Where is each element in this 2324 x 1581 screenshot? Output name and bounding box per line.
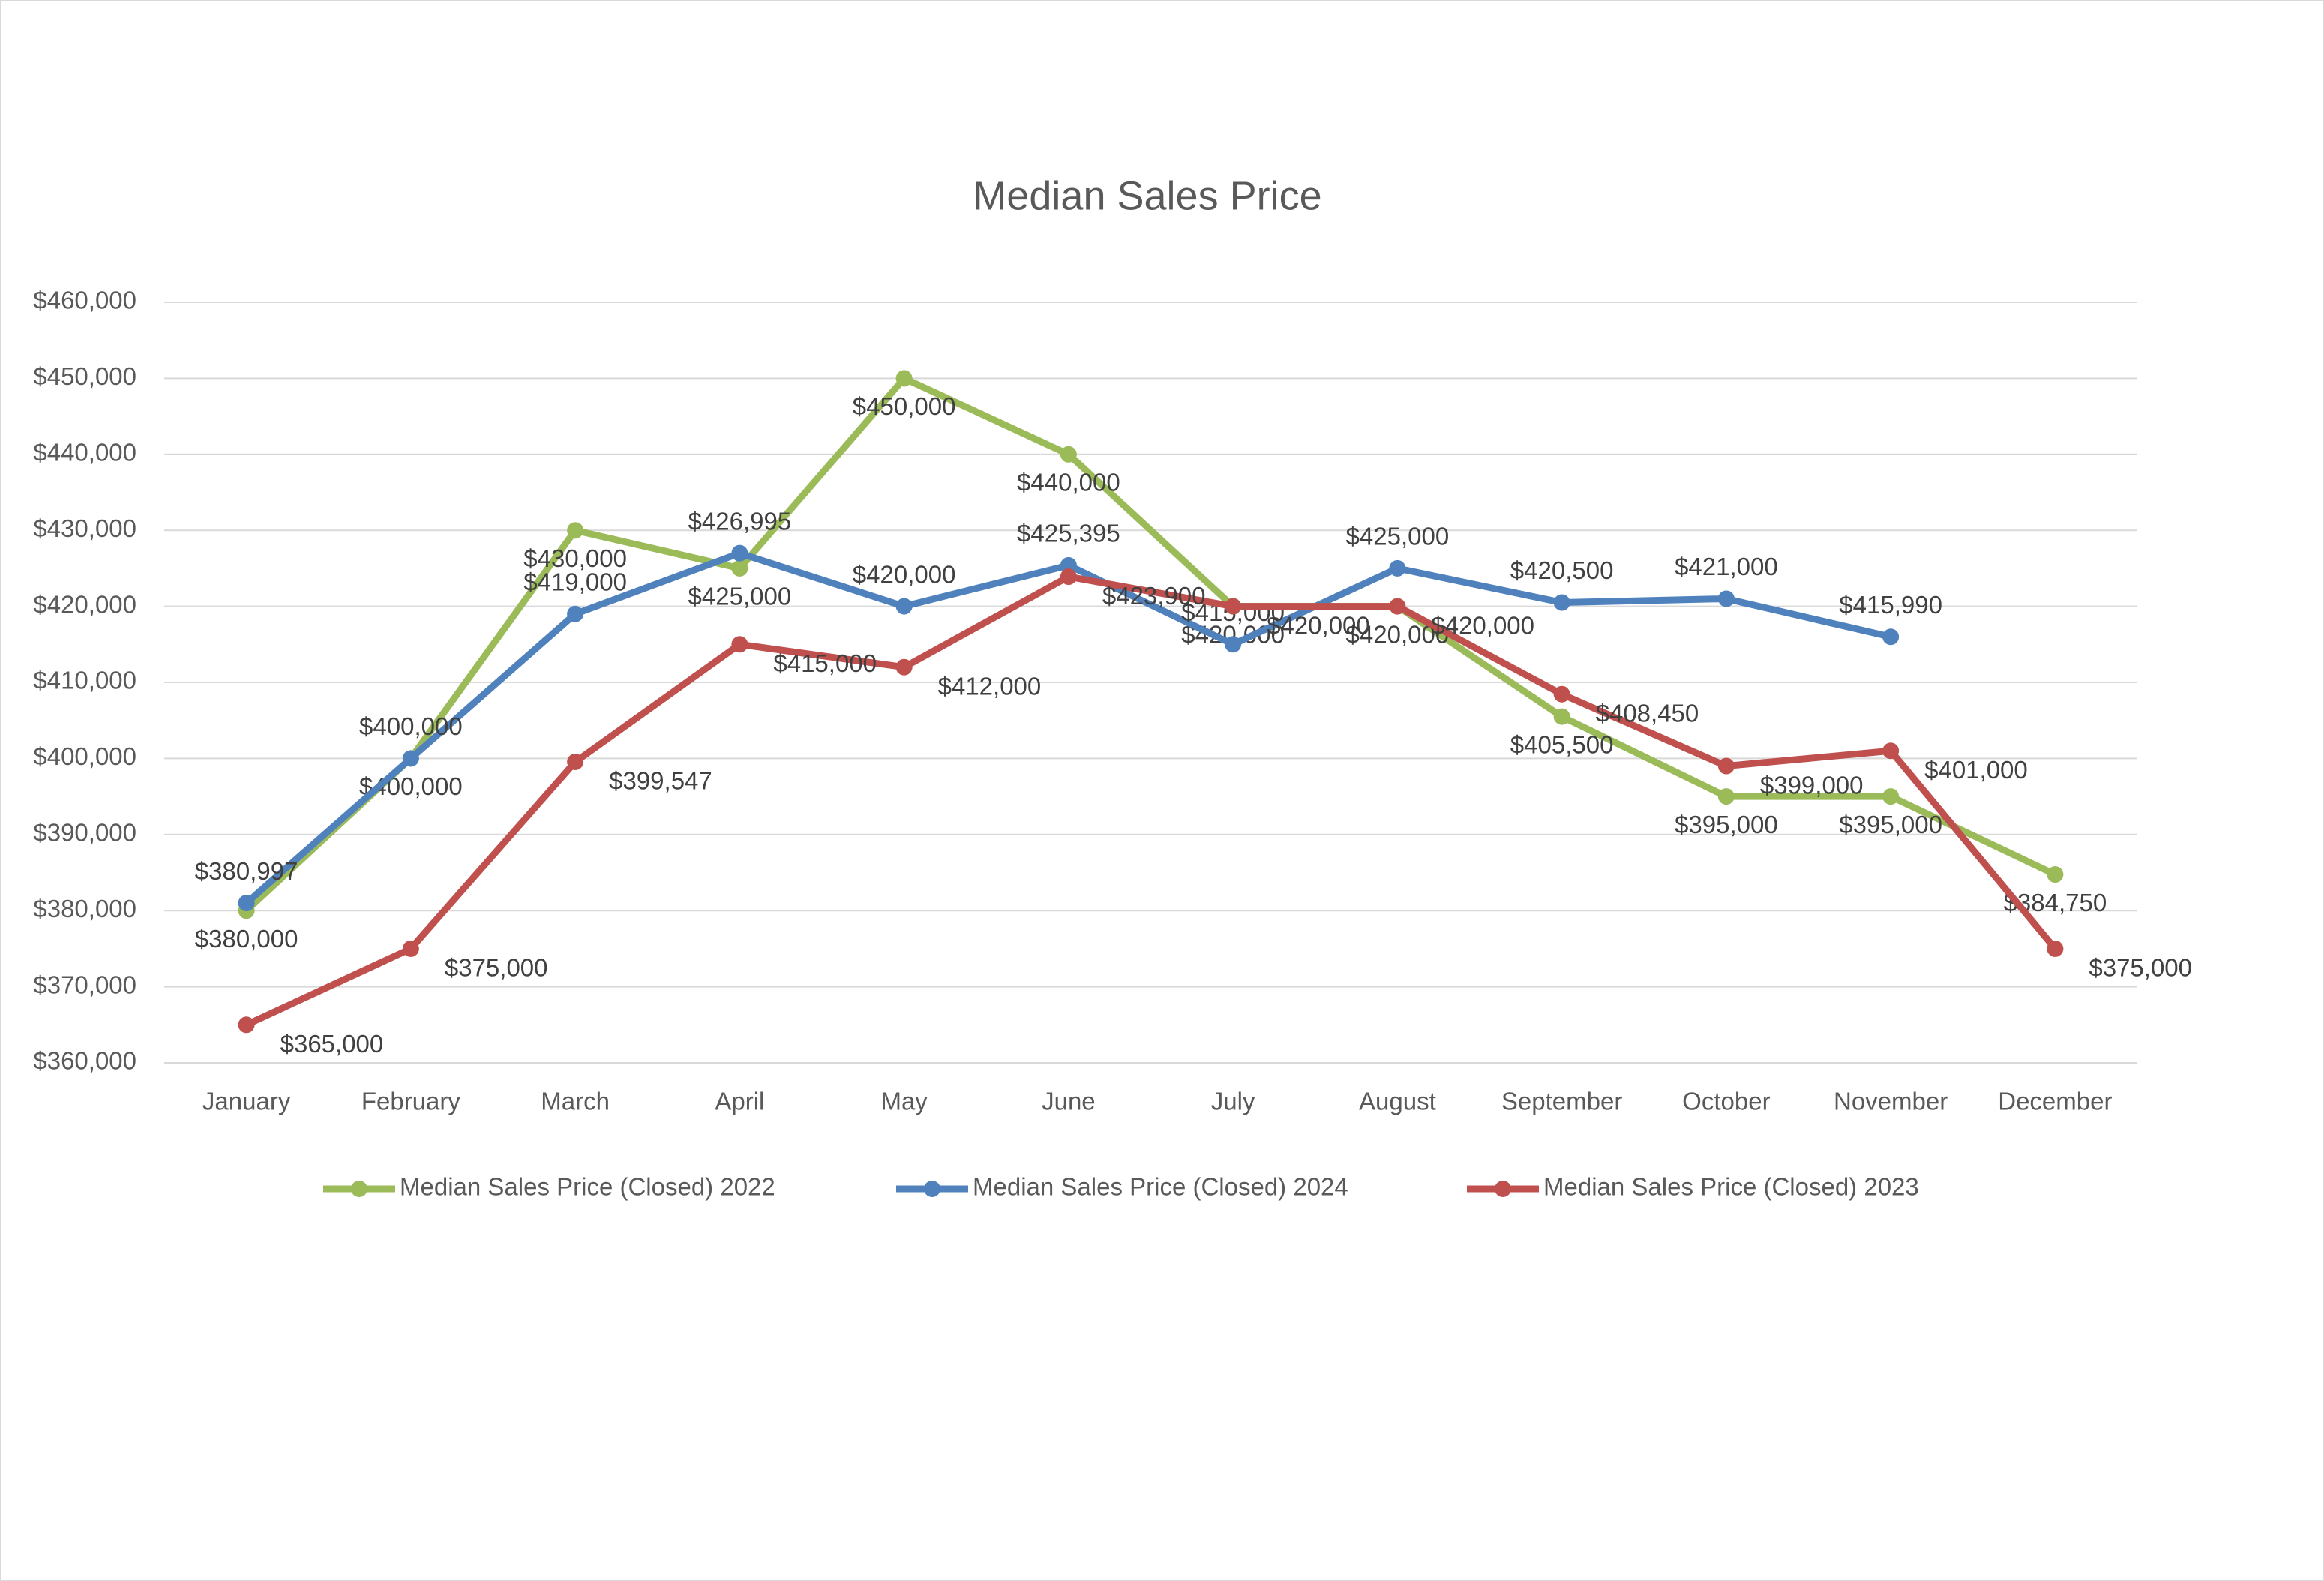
data-point bbox=[567, 522, 584, 539]
data-label: $450,000 bbox=[853, 392, 956, 420]
data-point bbox=[567, 605, 584, 622]
legend-marker bbox=[924, 1180, 940, 1197]
data-point bbox=[1717, 758, 1735, 775]
data-point bbox=[895, 658, 913, 676]
data-label: $420,000 bbox=[1267, 611, 1370, 639]
y-tick-label: $440,000 bbox=[33, 439, 136, 466]
data-label: $380,997 bbox=[195, 857, 298, 885]
data-label: $430,000 bbox=[523, 544, 627, 572]
chart-title: Median Sales Price bbox=[973, 173, 1321, 218]
data-point bbox=[1060, 568, 1077, 586]
data-point bbox=[238, 895, 255, 912]
y-tick-label: $390,000 bbox=[33, 819, 136, 847]
data-point bbox=[1717, 590, 1735, 608]
x-tick-label: October bbox=[1682, 1088, 1770, 1115]
data-point bbox=[567, 753, 584, 770]
data-label: $395,000 bbox=[1839, 811, 1942, 838]
data-label: $415,000 bbox=[773, 650, 877, 677]
data-point bbox=[402, 940, 419, 957]
x-tick-label: December bbox=[1998, 1088, 2112, 1115]
y-tick-label: $360,000 bbox=[33, 1047, 136, 1075]
data-label: $419,000 bbox=[523, 568, 627, 596]
data-point bbox=[2047, 866, 2064, 884]
data-label: $426,995 bbox=[688, 507, 792, 535]
data-point bbox=[1553, 594, 1570, 611]
series-line bbox=[244, 374, 2057, 914]
x-tick-label: February bbox=[361, 1088, 461, 1115]
data-point bbox=[1060, 446, 1077, 463]
y-tick-label: $450,000 bbox=[33, 362, 136, 390]
data-label: $399,000 bbox=[1760, 771, 1864, 799]
x-tick-label: April bbox=[715, 1088, 764, 1115]
data-label: $420,500 bbox=[1510, 556, 1614, 584]
data-label: $401,000 bbox=[1924, 756, 2028, 784]
data-label: $423,900 bbox=[1102, 582, 1206, 610]
data-point bbox=[1882, 628, 1900, 646]
data-label: $365,000 bbox=[280, 1030, 384, 1058]
data-point bbox=[895, 598, 913, 615]
data-point bbox=[402, 750, 419, 767]
data-point bbox=[1225, 636, 1242, 653]
legend-label: Median Sales Price (Closed) 2022 bbox=[400, 1173, 775, 1201]
data-label: $421,000 bbox=[1675, 553, 1778, 580]
x-tick-label: January bbox=[202, 1088, 291, 1115]
data-point bbox=[895, 370, 913, 387]
legend-label: Median Sales Price (Closed) 2024 bbox=[973, 1173, 1348, 1201]
data-label: $400,000 bbox=[359, 712, 463, 740]
x-tick-label: July bbox=[1211, 1088, 1255, 1115]
y-tick-label: $400,000 bbox=[33, 742, 136, 770]
x-tick-label: March bbox=[541, 1088, 610, 1115]
data-point bbox=[731, 544, 748, 562]
data-point bbox=[1389, 560, 1406, 577]
data-point bbox=[1060, 556, 1077, 574]
data-label: $420,000 bbox=[1431, 611, 1534, 639]
legend-marker bbox=[1495, 1180, 1511, 1197]
x-tick-label: August bbox=[1359, 1088, 1436, 1115]
data-point bbox=[238, 1016, 255, 1034]
y-tick-label: $430,000 bbox=[33, 514, 136, 542]
data-label: $408,450 bbox=[1596, 699, 1699, 727]
data-label: $440,000 bbox=[1017, 469, 1120, 496]
data-label: $420,000 bbox=[853, 560, 956, 588]
data-point bbox=[1225, 598, 1242, 615]
y-tick-label: $460,000 bbox=[33, 286, 136, 314]
data-label: $425,395 bbox=[1017, 520, 1120, 548]
data-point bbox=[1553, 708, 1570, 725]
x-tick-label: September bbox=[1501, 1088, 1622, 1115]
data-label: $415,990 bbox=[1839, 591, 1942, 619]
data-label: $425,000 bbox=[1346, 523, 1450, 550]
legend-label: Median Sales Price (Closed) 2023 bbox=[1543, 1173, 1919, 1201]
data-label: $425,000 bbox=[688, 583, 792, 610]
data-label: $412,000 bbox=[938, 672, 1042, 700]
data-point bbox=[1717, 788, 1735, 806]
data-point bbox=[731, 560, 748, 577]
data-label: $375,000 bbox=[445, 954, 548, 982]
y-tick-label: $420,000 bbox=[33, 590, 136, 618]
legend-marker bbox=[351, 1180, 367, 1197]
data-point bbox=[1882, 742, 1900, 760]
data-point bbox=[2047, 940, 2064, 957]
data-point bbox=[731, 636, 748, 653]
y-tick-label: $410,000 bbox=[33, 667, 136, 694]
y-tick-label: $370,000 bbox=[33, 970, 136, 998]
x-tick-label: November bbox=[1834, 1088, 1948, 1115]
data-point bbox=[1882, 788, 1900, 806]
data-label: $405,500 bbox=[1510, 730, 1614, 758]
data-point bbox=[1389, 598, 1406, 615]
data-point bbox=[1553, 686, 1570, 703]
series-line bbox=[244, 573, 2058, 1028]
data-label: $399,547 bbox=[609, 767, 712, 795]
data-label: $380,000 bbox=[195, 925, 298, 952]
data-label: $395,000 bbox=[1675, 811, 1778, 838]
y-tick-label: $380,000 bbox=[33, 895, 136, 922]
data-label: $375,000 bbox=[2089, 954, 2192, 982]
x-tick-label: May bbox=[880, 1088, 928, 1115]
x-tick-label: June bbox=[1042, 1088, 1096, 1115]
